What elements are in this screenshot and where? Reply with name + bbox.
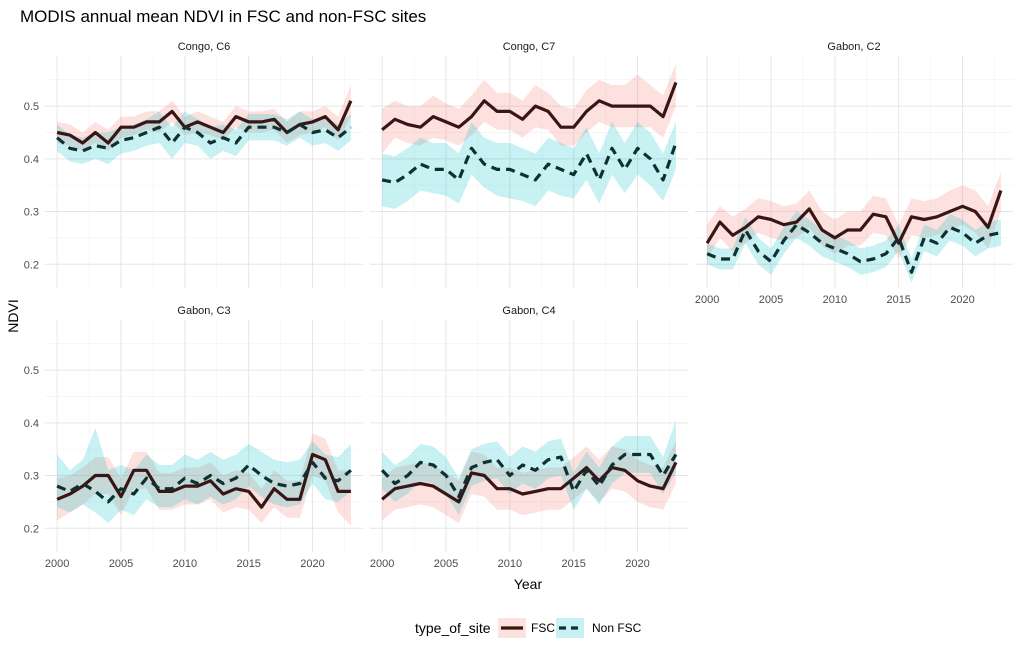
- ribbon-fsc: [707, 172, 1001, 259]
- ribbon-fsc: [382, 441, 676, 523]
- legend-item-non-fsc: Non FSC: [556, 618, 642, 638]
- facet-strip-label: Congo, C6: [178, 41, 231, 53]
- x-tick-label: 2000: [695, 294, 719, 306]
- x-tick-label: 2015: [886, 294, 910, 306]
- y-tick-label: 0.3: [24, 471, 39, 483]
- x-tick-label: 2020: [625, 558, 649, 570]
- y-tick-label: 0.4: [24, 154, 39, 166]
- facet-strip-label: Gabon, C3: [177, 305, 230, 317]
- series-line-non-fsc: [56, 460, 352, 504]
- y-tick-label: 0.5: [24, 365, 39, 377]
- y-tick-label: 0.4: [24, 418, 39, 430]
- x-tick-label: 2005: [434, 558, 458, 570]
- x-tick-label: 2010: [823, 294, 847, 306]
- ribbon-non-fsc: [382, 420, 676, 516]
- ribbon-non-fsc: [382, 121, 676, 209]
- series-line-fsc: [56, 452, 351, 509]
- legend-label: Non FSC: [592, 621, 642, 635]
- x-axis-title: Year: [514, 576, 543, 592]
- legend-label: FSC: [531, 621, 555, 635]
- facet-panel: Gabon, C2 2000 2005 2010 2015 2020: [695, 41, 1013, 306]
- y-tick-label: 0.5: [24, 101, 39, 113]
- x-tick-label: 2015: [561, 558, 585, 570]
- x-tick-label: 2020: [950, 294, 974, 306]
- legend-title: type_of_site: [415, 620, 491, 636]
- y-tick-label: 0.2: [24, 259, 39, 271]
- y-tick-label: 0.3: [24, 207, 39, 219]
- x-tick-label: 2005: [109, 558, 133, 570]
- facet-strip-label: Congo, C7: [503, 41, 556, 53]
- legend-item-fsc: FSC: [498, 618, 555, 638]
- ribbon-non-fsc: [707, 211, 1001, 283]
- x-tick-label: 2010: [173, 558, 197, 570]
- facet-panels: Congo, C6 0.2 0.3 0.4 0.5 Congo, C7 Gabon, C2 2…: [24, 41, 1013, 570]
- facet-strip-label: Gabon, C4: [502, 305, 555, 317]
- series-line-non-fsc: [706, 223, 1002, 274]
- series-line-non-fsc: [380, 452, 678, 499]
- facet-strip-label: Gabon, C2: [827, 41, 880, 53]
- ribbon-fsc: [57, 85, 351, 151]
- series-line-non-fsc: [381, 142, 678, 185]
- legend: type_of_site FSC Non FSC: [415, 618, 642, 638]
- series-line-non-fsc: [56, 122, 352, 153]
- facet-panel: Gabon, C4 2000 2005 2010 2015 2020: [370, 305, 688, 570]
- x-tick-label: 2000: [45, 558, 69, 570]
- legend-key-ribbon: [556, 618, 584, 638]
- ribbon-fsc: [382, 63, 676, 154]
- chart-title: MODIS annual mean NDVI in FSC and non-FS…: [20, 7, 426, 26]
- x-tick-label: 2020: [300, 558, 324, 570]
- series-line-fsc: [705, 189, 1003, 245]
- facet-panel: Congo, C6 0.2 0.3 0.4 0.5: [24, 41, 363, 288]
- x-tick-label: 2010: [498, 558, 522, 570]
- facet-panel: Congo, C7: [370, 41, 688, 288]
- y-tick-label: 0.2: [24, 523, 39, 535]
- x-tick-label: 2000: [370, 558, 394, 570]
- series-line-fsc: [381, 461, 678, 504]
- x-tick-label: 2015: [236, 558, 260, 570]
- x-tick-label: 2005: [759, 294, 783, 306]
- series-line-fsc: [381, 81, 678, 132]
- facet-panel: Gabon, C3 2000 2005 2010 2015 2020 0.2 0.3 0.4 0.…: [24, 305, 363, 570]
- y-axis-title: NDVI: [5, 299, 21, 332]
- ribbon-non-fsc: [57, 428, 351, 523]
